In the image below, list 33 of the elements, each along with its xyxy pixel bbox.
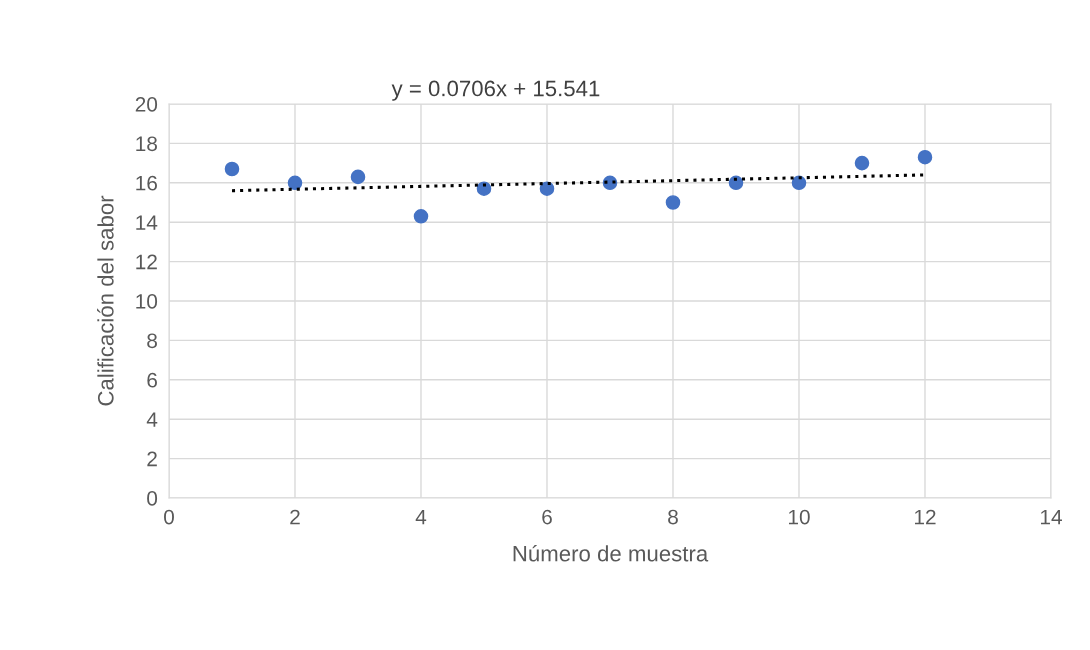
x-tick-label: 8 bbox=[668, 509, 678, 525]
y-tick-label: 14 bbox=[136, 215, 158, 230]
y-axis-title: Calificación del sabor bbox=[97, 195, 114, 406]
point bbox=[476, 181, 492, 196]
point bbox=[287, 175, 303, 191]
x-tick-label: 14 bbox=[1041, 509, 1062, 525]
point bbox=[665, 195, 681, 210]
y-tick-label: 0 bbox=[147, 491, 158, 506]
y-tick-label: 18 bbox=[136, 136, 157, 152]
point bbox=[791, 175, 807, 191]
point bbox=[917, 149, 933, 165]
x-tick-label: 0 bbox=[164, 509, 174, 525]
point bbox=[539, 181, 555, 196]
point bbox=[413, 209, 429, 224]
x-tick-label: 2 bbox=[290, 509, 300, 525]
x-tick-label: 10 bbox=[789, 509, 810, 525]
x-tick-label: 4 bbox=[415, 509, 427, 525]
text: y = 0.0706x + 15.541 bbox=[391, 80, 600, 101]
x-tick-label: 12 bbox=[915, 509, 936, 525]
y-tick-label: 6 bbox=[147, 372, 157, 388]
y-tick-label: 2 bbox=[147, 451, 157, 467]
point bbox=[224, 161, 240, 177]
x-tick-label: 6 bbox=[542, 509, 552, 525]
y-tick-label: 4 bbox=[146, 412, 158, 427]
point bbox=[854, 155, 870, 171]
point bbox=[350, 169, 366, 185]
y-tick-label: 12 bbox=[136, 254, 157, 270]
y-tick-label: 10 bbox=[136, 294, 158, 309]
point bbox=[728, 175, 744, 191]
y-tick-label: 16 bbox=[136, 175, 157, 191]
y-tick-label: 8 bbox=[147, 333, 157, 349]
x-axis-title: Número de muestra bbox=[513, 544, 709, 562]
y-tick-label: 20 bbox=[135, 97, 158, 112]
